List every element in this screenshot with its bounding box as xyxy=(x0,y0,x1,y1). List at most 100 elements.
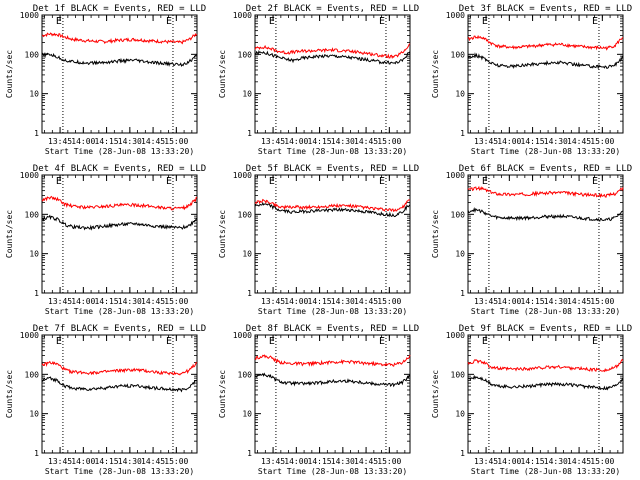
series-line-lld xyxy=(467,358,624,373)
event-marker-label: E xyxy=(482,336,488,347)
chart-title: Det 9f BLACK = Events, RED = LLD xyxy=(459,324,632,334)
event-marker-label: E xyxy=(269,16,275,27)
x-axis-label: Start Time (28-Jun-08 13:33:20) xyxy=(45,147,194,156)
x-tick-label: 14:30 xyxy=(544,457,568,466)
series-line-events xyxy=(254,201,411,218)
y-tick-label: 1 xyxy=(460,449,465,458)
series-line-events xyxy=(467,374,624,391)
series-line-lld xyxy=(254,43,411,60)
detector-chart-8: Det 8f BLACK = Events, RED = LLD 1 10 100 10… xyxy=(218,324,419,476)
x-axis-label: Start Time (28-Jun-08 13:33:20) xyxy=(45,467,194,476)
event-marker-label: E xyxy=(56,176,62,187)
series-line-events xyxy=(467,207,624,222)
x-tick-label: 14:30 xyxy=(331,137,355,146)
x-axis-label: Start Time (28-Jun-08 13:33:20) xyxy=(471,307,620,316)
y-tick-label: 100 xyxy=(25,370,40,379)
x-tick-label: 14:00 xyxy=(284,457,308,466)
series-line-lld xyxy=(254,198,411,213)
x-tick-label: 14:30 xyxy=(544,297,568,306)
y-tick-label: 1 xyxy=(460,289,465,298)
detector-chart-4: Det 4f BLACK = Events, RED = LLD 1 10 100 10… xyxy=(5,164,206,316)
x-tick-label: 14:15 xyxy=(308,457,332,466)
x-tick-label: 14:30 xyxy=(118,457,142,466)
series-line-lld xyxy=(467,185,624,199)
x-tick-label: 14:15 xyxy=(95,297,119,306)
x-tick-label: 15:00 xyxy=(590,457,614,466)
plot-frame xyxy=(467,334,624,454)
y-tick-label: 100 xyxy=(25,210,40,219)
x-tick-label: 14:30 xyxy=(118,137,142,146)
event-marker-label: E xyxy=(166,16,172,27)
chart-title: Det 2f BLACK = Events, RED = LLD xyxy=(246,4,419,14)
x-tick-label: 14:45 xyxy=(354,137,378,146)
x-tick-label: 14:15 xyxy=(521,297,545,306)
y-axis-label: Counts/sec xyxy=(218,50,227,98)
y-tick-label: 1000 xyxy=(446,11,465,20)
y-tick-label: 1000 xyxy=(233,171,252,180)
x-tick-label: 14:00 xyxy=(71,137,95,146)
y-tick-label: 1000 xyxy=(233,331,252,340)
x-tick-label: 13:45 xyxy=(48,457,72,466)
y-axis-label: Counts/sec xyxy=(218,370,227,418)
series-line-events xyxy=(41,52,198,67)
x-tick-label: 15:00 xyxy=(164,457,188,466)
plot-frame xyxy=(467,14,624,134)
x-axis-label: Start Time (28-Jun-08 13:33:20) xyxy=(471,467,620,476)
y-tick-label: 1 xyxy=(34,289,39,298)
y-tick-label: 100 xyxy=(238,370,253,379)
plot-frame xyxy=(41,174,198,294)
x-tick-label: 14:45 xyxy=(141,297,165,306)
y-tick-label: 10 xyxy=(242,90,252,99)
y-tick-label: 1 xyxy=(34,449,39,458)
x-tick-label: 15:00 xyxy=(164,297,188,306)
y-tick-label: 100 xyxy=(451,210,466,219)
chart-title: Det 7f BLACK = Events, RED = LLD xyxy=(33,324,206,334)
chart-title: Det 8f BLACK = Events, RED = LLD xyxy=(246,324,419,334)
y-tick-label: 10 xyxy=(29,410,39,419)
chart-title: Det 5f BLACK = Events, RED = LLD xyxy=(246,164,419,174)
plot-frame xyxy=(41,334,198,454)
y-tick-label: 1 xyxy=(34,129,39,138)
x-tick-label: 14:00 xyxy=(284,137,308,146)
x-tick-label: 13:45 xyxy=(261,297,285,306)
detector-chart-2: Det 2f BLACK = Events, RED = LLD 1 10 100 10… xyxy=(218,4,419,156)
event-marker-label: E xyxy=(269,336,275,347)
x-axis-label: Start Time (28-Jun-08 13:33:20) xyxy=(45,307,194,316)
y-axis-label: Counts/sec xyxy=(5,210,14,258)
series-line-lld xyxy=(254,354,411,367)
y-tick-label: 100 xyxy=(238,50,253,59)
y-tick-label: 10 xyxy=(455,250,465,259)
y-axis-label: Counts/sec xyxy=(218,210,227,258)
series-line-lld xyxy=(41,360,198,376)
event-marker-label: E xyxy=(166,336,172,347)
x-tick-label: 14:00 xyxy=(497,457,521,466)
x-tick-label: 14:15 xyxy=(308,297,332,306)
x-tick-label: 14:00 xyxy=(284,297,308,306)
plot-frame xyxy=(254,174,411,294)
series-line-events xyxy=(254,50,411,65)
y-tick-label: 10 xyxy=(455,90,465,99)
x-axis-label: Start Time (28-Jun-08 13:33:20) xyxy=(258,467,407,476)
detector-chart-7: Det 7f BLACK = Events, RED = LLD 1 10 100 10… xyxy=(5,324,206,476)
series-line-lld xyxy=(41,32,198,45)
x-tick-label: 14:15 xyxy=(95,137,119,146)
x-tick-label: 14:45 xyxy=(567,457,591,466)
y-tick-label: 1000 xyxy=(20,171,39,180)
x-tick-label: 14:30 xyxy=(331,457,355,466)
y-tick-label: 1000 xyxy=(446,171,465,180)
detector-chart-6: Det 6f BLACK = Events, RED = LLD 1 10 100 10… xyxy=(431,164,632,316)
event-marker-label: E xyxy=(379,176,385,187)
x-tick-label: 13:45 xyxy=(474,137,498,146)
x-tick-label: 13:45 xyxy=(261,137,285,146)
x-tick-label: 14:30 xyxy=(544,137,568,146)
y-tick-label: 10 xyxy=(455,410,465,419)
x-tick-label: 15:00 xyxy=(377,457,401,466)
event-marker-label: E xyxy=(592,336,598,347)
x-axis-label: Start Time (28-Jun-08 13:33:20) xyxy=(471,147,620,156)
y-tick-label: 1 xyxy=(247,129,252,138)
x-tick-label: 14:15 xyxy=(521,457,545,466)
x-tick-label: 15:00 xyxy=(590,137,614,146)
x-tick-label: 14:45 xyxy=(354,297,378,306)
x-tick-label: 14:45 xyxy=(141,137,165,146)
series-line-lld xyxy=(41,195,198,211)
